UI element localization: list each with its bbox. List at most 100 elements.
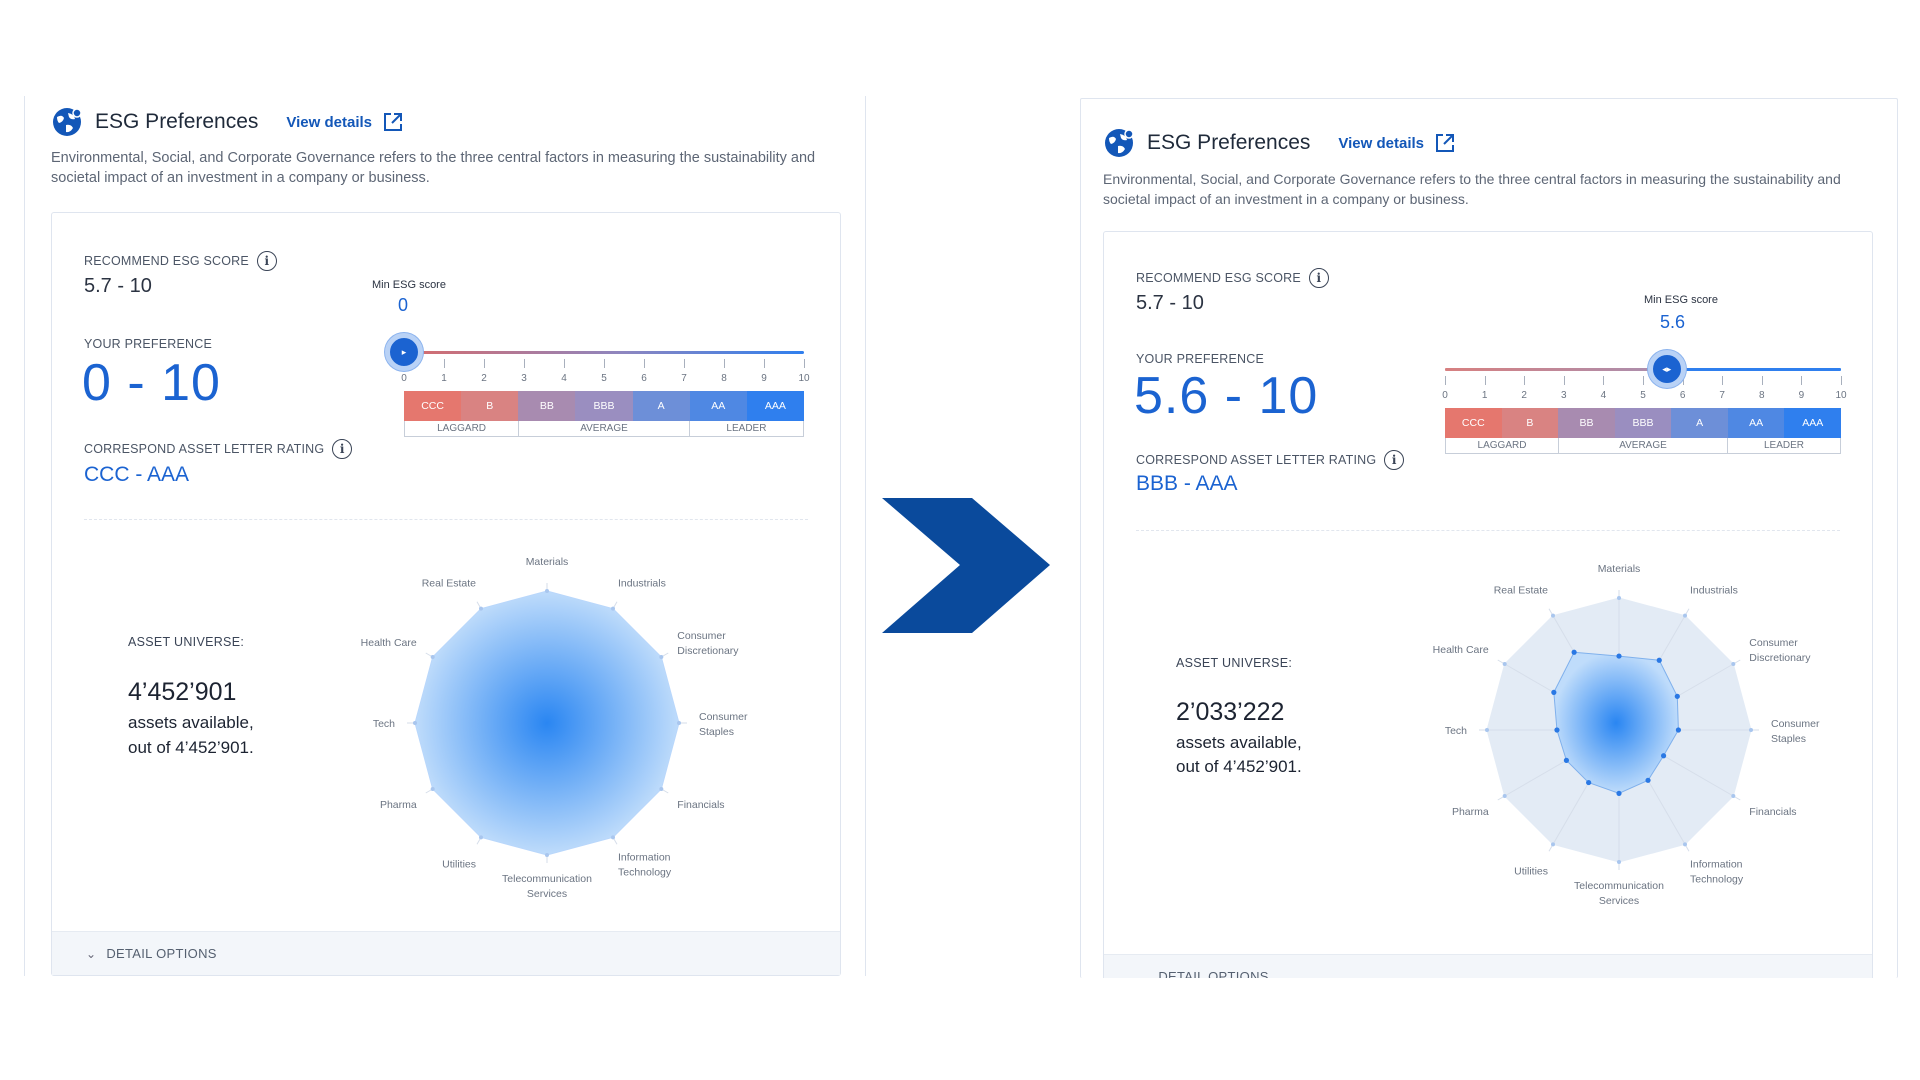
radar-category-label: Consumer Discretionary xyxy=(677,630,739,657)
sector-radar-chart: Materials Industrials Consumer Discretionar… xyxy=(361,556,748,900)
slider-tick-label: 5 xyxy=(1640,390,1646,401)
rating-group-row: LAGGARD AVERAGE LEADER xyxy=(1445,438,1841,454)
slider-tick xyxy=(444,359,445,368)
info-icon[interactable]: i xyxy=(332,439,353,459)
info-icon[interactable]: i xyxy=(256,251,277,271)
slider-tick xyxy=(684,359,685,368)
radar-axis-point xyxy=(1617,860,1621,864)
rating-cell: B xyxy=(1501,408,1559,438)
radar-data-point xyxy=(1554,727,1560,733)
radar-data-point xyxy=(1675,727,1681,733)
rating-group-label: LEADER xyxy=(1763,440,1804,451)
radar-area xyxy=(414,590,680,856)
rating-cell: AA xyxy=(1727,408,1785,438)
slider-tick xyxy=(604,359,605,368)
radar-data-point xyxy=(1660,753,1667,759)
slider-tick-label: 7 xyxy=(1719,390,1725,401)
panel-header: ESG Preferences View details Environment… xyxy=(1103,127,1883,209)
radar-category-label: Consumer Discretionary xyxy=(1749,637,1811,664)
slider-tick-label: 2 xyxy=(1521,390,1527,401)
radar-data-point xyxy=(1563,757,1570,763)
detail-options-label: DETAIL OPTIONS xyxy=(1158,969,1269,978)
radar-data-point xyxy=(1571,649,1577,655)
radar-category-label: Utilities xyxy=(442,858,476,870)
rating-group-label: AVERAGE xyxy=(1559,438,1728,453)
radar-axis-point xyxy=(611,606,615,611)
external-link-icon xyxy=(1436,134,1455,152)
panel-description: Environmental, Social, and Corporate Gov… xyxy=(51,150,816,186)
recommend-score-label-text: RECOMMEND ESG SCORE xyxy=(1136,271,1301,285)
slider-tick xyxy=(1801,376,1803,385)
panel-header: ESG Preferences View details Environment… xyxy=(51,106,851,188)
radar-data-point xyxy=(1645,777,1651,783)
slider-tick-label: 10 xyxy=(798,373,810,384)
letter-rating-bar: CCC B BB BBB A AA AAA xyxy=(1445,408,1842,438)
min-esg-slider[interactable]: 0 1 2 3 4 5 6 7 8 9 10 ▸ CCC B BB BBB A AA AAA LAGGARD AVERA… xyxy=(385,333,810,453)
slider-title: Min ESG score xyxy=(372,279,446,291)
slider-tick xyxy=(1563,376,1565,385)
info-icon[interactable]: i xyxy=(1384,450,1405,470)
slider-tick xyxy=(1682,376,1684,385)
asset-universe-line1: assets available, xyxy=(1176,733,1302,752)
slider-thumb[interactable]: ▸ xyxy=(385,333,423,371)
slider-active-track xyxy=(1666,368,1841,371)
min-esg-slider[interactable]: 0 1 2 3 4 5 6 7 8 9 10 ◂▸ CCC B BB BBB A AA AAA LAGGARD AVER… xyxy=(1442,350,1847,470)
your-preference-label: YOUR PREFERENCE xyxy=(1136,352,1265,366)
radar-data-point xyxy=(1616,790,1622,796)
radar-axis-point xyxy=(545,589,549,593)
detail-options-label: DETAIL OPTIONS xyxy=(106,946,217,961)
info-icon[interactable]: i xyxy=(1308,268,1329,288)
detail-options-toggle[interactable]: ⌄ DETAIL OPTIONS xyxy=(1104,954,1872,978)
detail-options-toggle[interactable]: ⌄ DETAIL OPTIONS xyxy=(52,931,840,975)
asset-rating-value: BBB - AAA xyxy=(1136,472,1238,495)
recommend-score-value: 5.7 - 10 xyxy=(1136,292,1204,314)
radar-axis-point xyxy=(413,721,417,725)
globe-icon xyxy=(1105,129,1134,157)
slider-tick-label: 10 xyxy=(1835,390,1847,401)
radar-axis-point xyxy=(1731,662,1736,666)
slider-tick xyxy=(1524,376,1526,385)
slider-ticks: 0 1 2 3 4 5 6 7 8 9 10 xyxy=(1442,376,1847,406)
slider-inactive-track xyxy=(1445,368,1667,371)
radar-category-label: Information Technology xyxy=(1690,858,1744,885)
panel-title: ESG Preferences xyxy=(95,110,259,133)
radar-category-label: Pharma xyxy=(1452,806,1489,818)
rating-cell: AA xyxy=(689,391,747,421)
slider-tick-label: 0 xyxy=(401,373,407,384)
slider-track[interactable] xyxy=(404,351,804,354)
radar-axis-point xyxy=(1551,842,1555,847)
rating-cell: A xyxy=(632,391,690,421)
radar-axis-point xyxy=(611,835,615,840)
esg-panel-after: ESG Preferences View details Environment… xyxy=(1080,98,1898,978)
radar-category-label: Telecommunication Services xyxy=(502,873,592,900)
asset-universe-line1: assets available, xyxy=(128,713,254,732)
radar-category-label: Consumer Staples xyxy=(1771,718,1820,745)
asset-universe-label: ASSET UNIVERSE: xyxy=(128,635,245,649)
globe-icon xyxy=(53,108,82,136)
radar-category-label: Health Care xyxy=(1433,644,1489,656)
collapse-chevron-icon: ⌄ xyxy=(86,946,97,961)
slider-thumb[interactable]: ◂▸ xyxy=(1647,350,1686,388)
slider-tick-label: 5 xyxy=(601,373,607,384)
rating-cell: CCC xyxy=(404,391,462,421)
rating-cell: B xyxy=(461,391,519,421)
radar-category-label: Industrials xyxy=(618,578,666,590)
rating-cell: BBB xyxy=(1614,408,1672,438)
radar-axis-point xyxy=(1485,728,1489,732)
radar-axis-point xyxy=(1617,596,1621,600)
view-details-link[interactable]: View details xyxy=(1338,132,1456,154)
recommend-score-label: RECOMMEND ESG SCORE i xyxy=(84,251,277,271)
your-preference-value: 0 - 10 xyxy=(82,354,221,412)
radar-data-point xyxy=(1551,689,1557,695)
radar-category-label: Real Estate xyxy=(422,578,476,590)
radar-axis-point xyxy=(1502,662,1507,666)
collapse-chevron-icon: ⌄ xyxy=(1138,969,1149,979)
transition-arrow-icon xyxy=(882,498,1050,633)
radar-category-label: Utilities xyxy=(1514,865,1548,877)
asset-rating-label-text: CORRESPOND ASSET LETTER RATING xyxy=(84,442,325,456)
header-row: ESG Preferences View details xyxy=(1103,127,1883,159)
radar-category-label: Tech xyxy=(373,718,395,730)
slider-value: 5.6 xyxy=(1660,312,1686,332)
view-details-link[interactable]: View details xyxy=(286,111,404,133)
recommend-score-value: 5.7 - 10 xyxy=(84,275,152,297)
